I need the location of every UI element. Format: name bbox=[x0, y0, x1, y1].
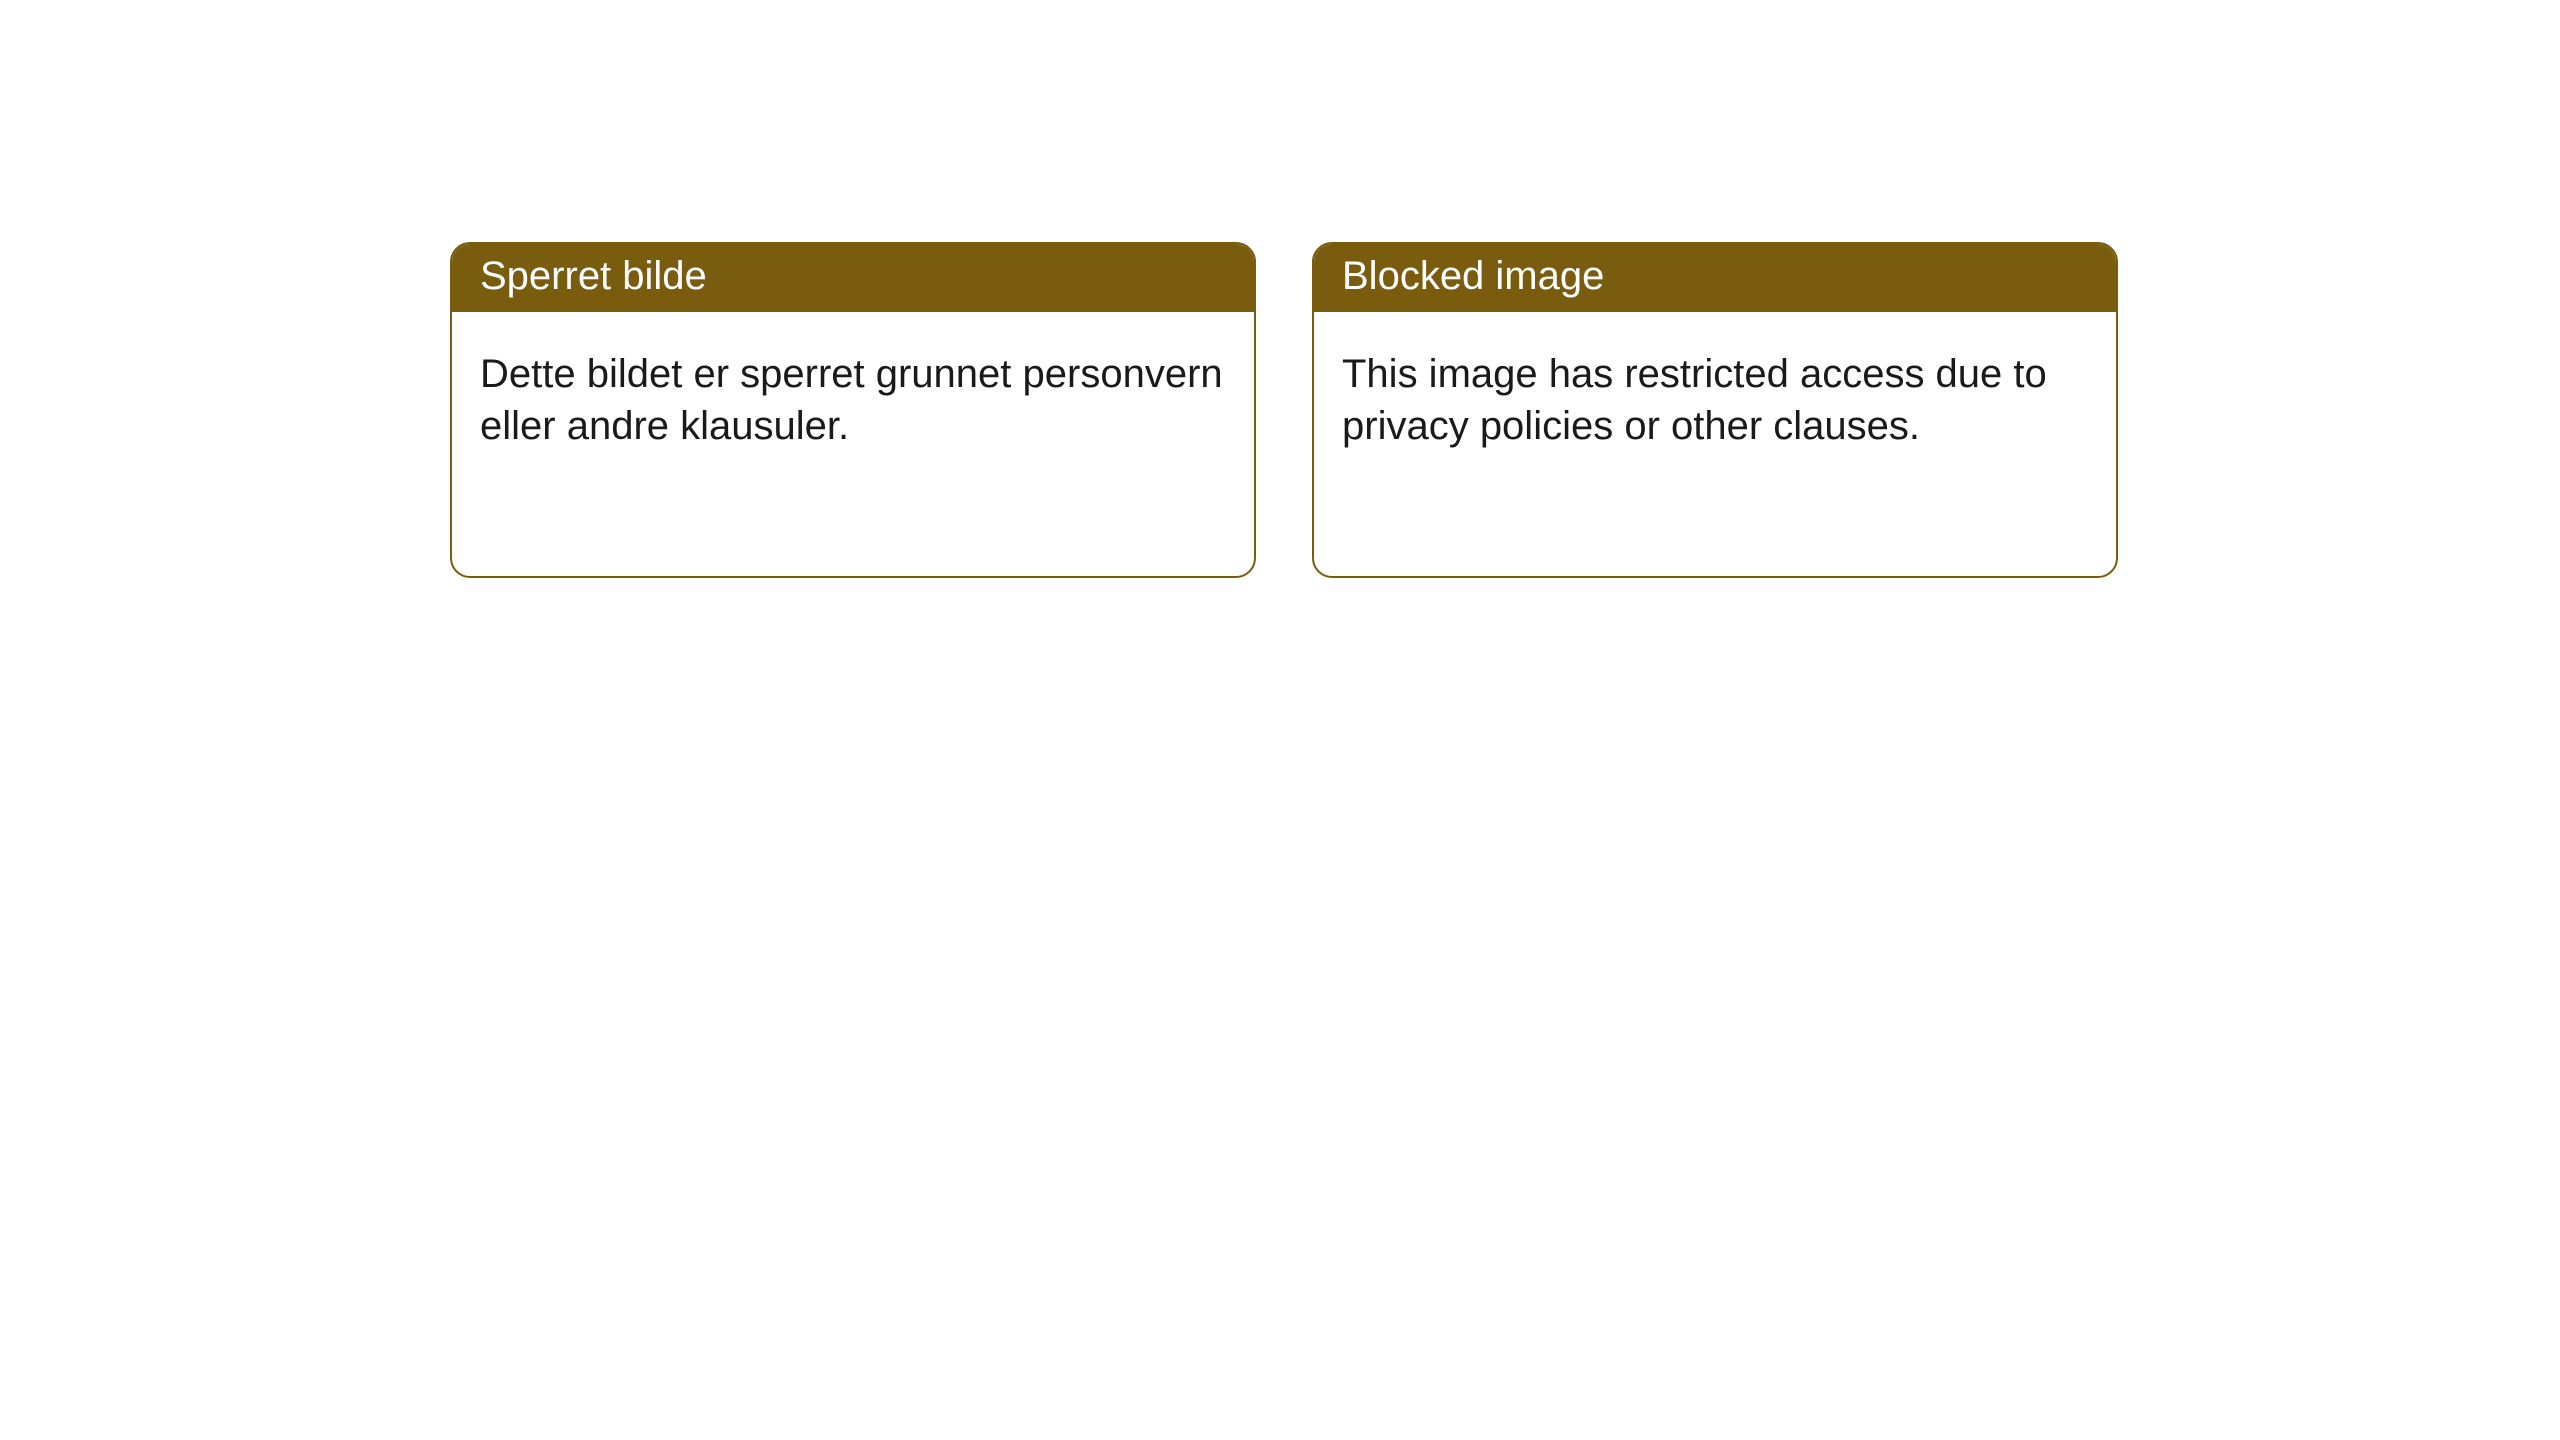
notice-header: Sperret bilde bbox=[452, 244, 1254, 312]
notice-header: Blocked image bbox=[1314, 244, 2116, 312]
notice-card-norwegian: Sperret bilde Dette bildet er sperret gr… bbox=[450, 242, 1256, 578]
notice-card-english: Blocked image This image has restricted … bbox=[1312, 242, 2118, 578]
notice-container: Sperret bilde Dette bildet er sperret gr… bbox=[0, 0, 2560, 578]
notice-body: This image has restricted access due to … bbox=[1314, 312, 2116, 488]
notice-body: Dette bildet er sperret grunnet personve… bbox=[452, 312, 1254, 488]
